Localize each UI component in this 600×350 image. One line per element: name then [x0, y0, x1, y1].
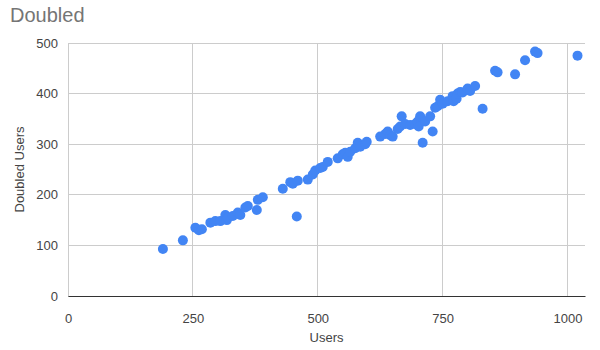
tick: 300 — [36, 137, 68, 152]
tick-label: 100 — [36, 238, 58, 253]
point — [573, 51, 583, 61]
point — [362, 137, 372, 147]
points — [158, 47, 583, 254]
point — [278, 184, 288, 194]
grid-line — [68, 194, 585, 195]
grid — [68, 43, 585, 296]
tick-label: 500 — [36, 36, 58, 51]
grid-line — [442, 43, 443, 296]
grid-line — [68, 93, 585, 94]
axis-line — [69, 296, 586, 297]
point — [243, 201, 253, 211]
tick: 100 — [36, 238, 68, 253]
point — [258, 192, 268, 202]
grid-line — [567, 43, 568, 296]
point — [493, 67, 503, 77]
tick: 0 — [65, 296, 72, 326]
point — [520, 55, 530, 65]
tick-label: 300 — [36, 137, 58, 152]
point — [197, 224, 207, 234]
point — [178, 235, 188, 245]
tick: 1000 — [554, 296, 583, 326]
point — [425, 111, 435, 121]
point — [323, 157, 333, 167]
point — [158, 244, 168, 254]
point — [292, 212, 302, 222]
point — [470, 81, 480, 91]
tick: 0 — [51, 289, 68, 304]
tick-label: 0 — [65, 311, 72, 326]
tick: 500 — [307, 296, 329, 326]
chart: 0 250 500 750 1000 0 100 200 300 400 500 Doubled Use… — [0, 0, 600, 350]
y-axis-title: Doubled Users — [12, 126, 27, 212]
point — [510, 69, 520, 79]
point — [478, 104, 488, 114]
tick: 750 — [432, 296, 454, 326]
plot: 0 250 500 750 1000 0 100 200 300 400 500 — [36, 36, 585, 327]
tick-label: 400 — [36, 86, 58, 101]
point — [428, 127, 438, 137]
tick-label: 500 — [307, 311, 329, 326]
point — [252, 205, 262, 215]
grid-line — [68, 245, 585, 246]
tick-label: 750 — [432, 311, 454, 326]
tick-label: 250 — [183, 311, 205, 326]
tick-label: 0 — [51, 289, 58, 304]
tick-label: 1000 — [554, 311, 583, 326]
tick-label: 200 — [36, 187, 58, 202]
grid-line — [192, 43, 193, 296]
point — [533, 48, 543, 58]
x-axis-title: Users — [310, 330, 344, 345]
tick: 400 — [36, 86, 68, 101]
grid-line — [68, 144, 585, 145]
x-axis: 0 250 500 750 1000 — [65, 296, 586, 326]
point — [418, 138, 428, 148]
tick: 200 — [36, 187, 68, 202]
tick: 500 — [36, 36, 68, 51]
grid-line — [68, 43, 585, 44]
title: Doubled — [10, 4, 85, 26]
axis-line — [68, 44, 69, 297]
tick: 250 — [183, 296, 205, 326]
point — [293, 176, 303, 186]
grid-line — [68, 296, 585, 297]
y-axis: 0 100 200 300 400 500 — [36, 36, 68, 304]
